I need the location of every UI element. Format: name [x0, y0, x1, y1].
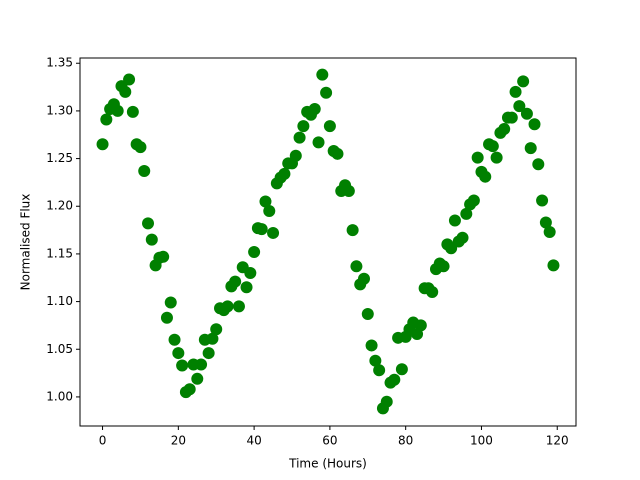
x-tick-label: 100	[470, 434, 493, 448]
point	[210, 323, 223, 336]
point	[357, 272, 370, 285]
point	[509, 85, 522, 98]
point	[142, 217, 155, 230]
point	[297, 120, 310, 133]
point	[490, 151, 503, 164]
point	[467, 194, 480, 207]
point	[191, 372, 204, 385]
point	[119, 85, 132, 98]
point	[414, 319, 427, 332]
point	[111, 104, 124, 117]
point	[96, 138, 109, 151]
point	[437, 260, 450, 273]
y-tick-label: 1.05	[46, 342, 73, 356]
point	[346, 224, 359, 237]
point	[312, 136, 325, 149]
point	[471, 151, 484, 164]
x-tick-label: 60	[322, 434, 337, 448]
point	[255, 223, 268, 236]
y-tick-label: 1.20	[46, 199, 73, 213]
point	[229, 275, 242, 288]
point	[547, 259, 560, 272]
point	[278, 167, 291, 180]
point	[456, 231, 469, 244]
point	[513, 100, 526, 113]
point	[176, 359, 189, 372]
plot-frame	[79, 57, 577, 427]
point	[195, 358, 208, 371]
point	[479, 170, 492, 183]
point	[267, 226, 280, 239]
point	[134, 141, 147, 154]
point	[395, 363, 408, 376]
point	[138, 164, 151, 177]
point	[323, 120, 336, 133]
point	[244, 266, 257, 279]
point	[539, 216, 552, 229]
point	[380, 395, 393, 408]
x-tick-label: 80	[398, 434, 413, 448]
point	[240, 281, 253, 294]
point	[520, 107, 533, 120]
y-tick-label: 1.10	[46, 294, 73, 308]
point	[316, 68, 329, 81]
point	[388, 373, 401, 386]
point	[232, 300, 245, 313]
point	[263, 205, 276, 218]
y-axis-label: Normalised Flux	[19, 194, 33, 291]
point	[426, 286, 439, 299]
point	[206, 332, 219, 345]
x-tick-label: 40	[246, 434, 261, 448]
point	[164, 296, 177, 309]
point	[486, 140, 499, 153]
point	[448, 214, 461, 227]
point	[369, 354, 382, 367]
point	[157, 250, 170, 263]
point	[536, 194, 549, 207]
point	[172, 347, 185, 360]
y-tick-label: 1.35	[46, 56, 73, 70]
x-axis-label: Time (Hours)	[288, 457, 367, 471]
x-tick-label: 20	[171, 434, 186, 448]
point	[517, 75, 530, 88]
point	[100, 113, 113, 126]
point	[183, 383, 196, 396]
x-tick-label: 0	[99, 434, 107, 448]
point	[160, 311, 173, 324]
point	[498, 123, 511, 136]
point	[202, 347, 215, 360]
point	[543, 225, 556, 238]
point	[505, 111, 518, 124]
point	[331, 147, 344, 160]
y-tick-label: 1.25	[46, 151, 73, 165]
point	[350, 260, 363, 273]
point	[528, 118, 541, 131]
point	[308, 103, 321, 116]
point	[460, 207, 473, 220]
point	[259, 195, 272, 208]
point	[320, 86, 333, 99]
point	[145, 233, 158, 246]
point	[532, 158, 545, 171]
point	[373, 364, 386, 377]
point	[293, 131, 306, 144]
point	[365, 339, 378, 352]
point	[168, 333, 181, 346]
y-tick-label: 1.30	[46, 103, 73, 117]
point	[524, 142, 537, 155]
point	[126, 105, 139, 118]
point	[342, 184, 355, 197]
point	[361, 307, 374, 320]
y-tick-label: 1.15	[46, 246, 73, 260]
y-tick-label: 1.00	[46, 389, 73, 403]
point	[123, 73, 136, 86]
point	[289, 149, 302, 162]
x-tick-label: 120	[546, 434, 569, 448]
point	[248, 246, 261, 259]
point	[221, 300, 234, 313]
